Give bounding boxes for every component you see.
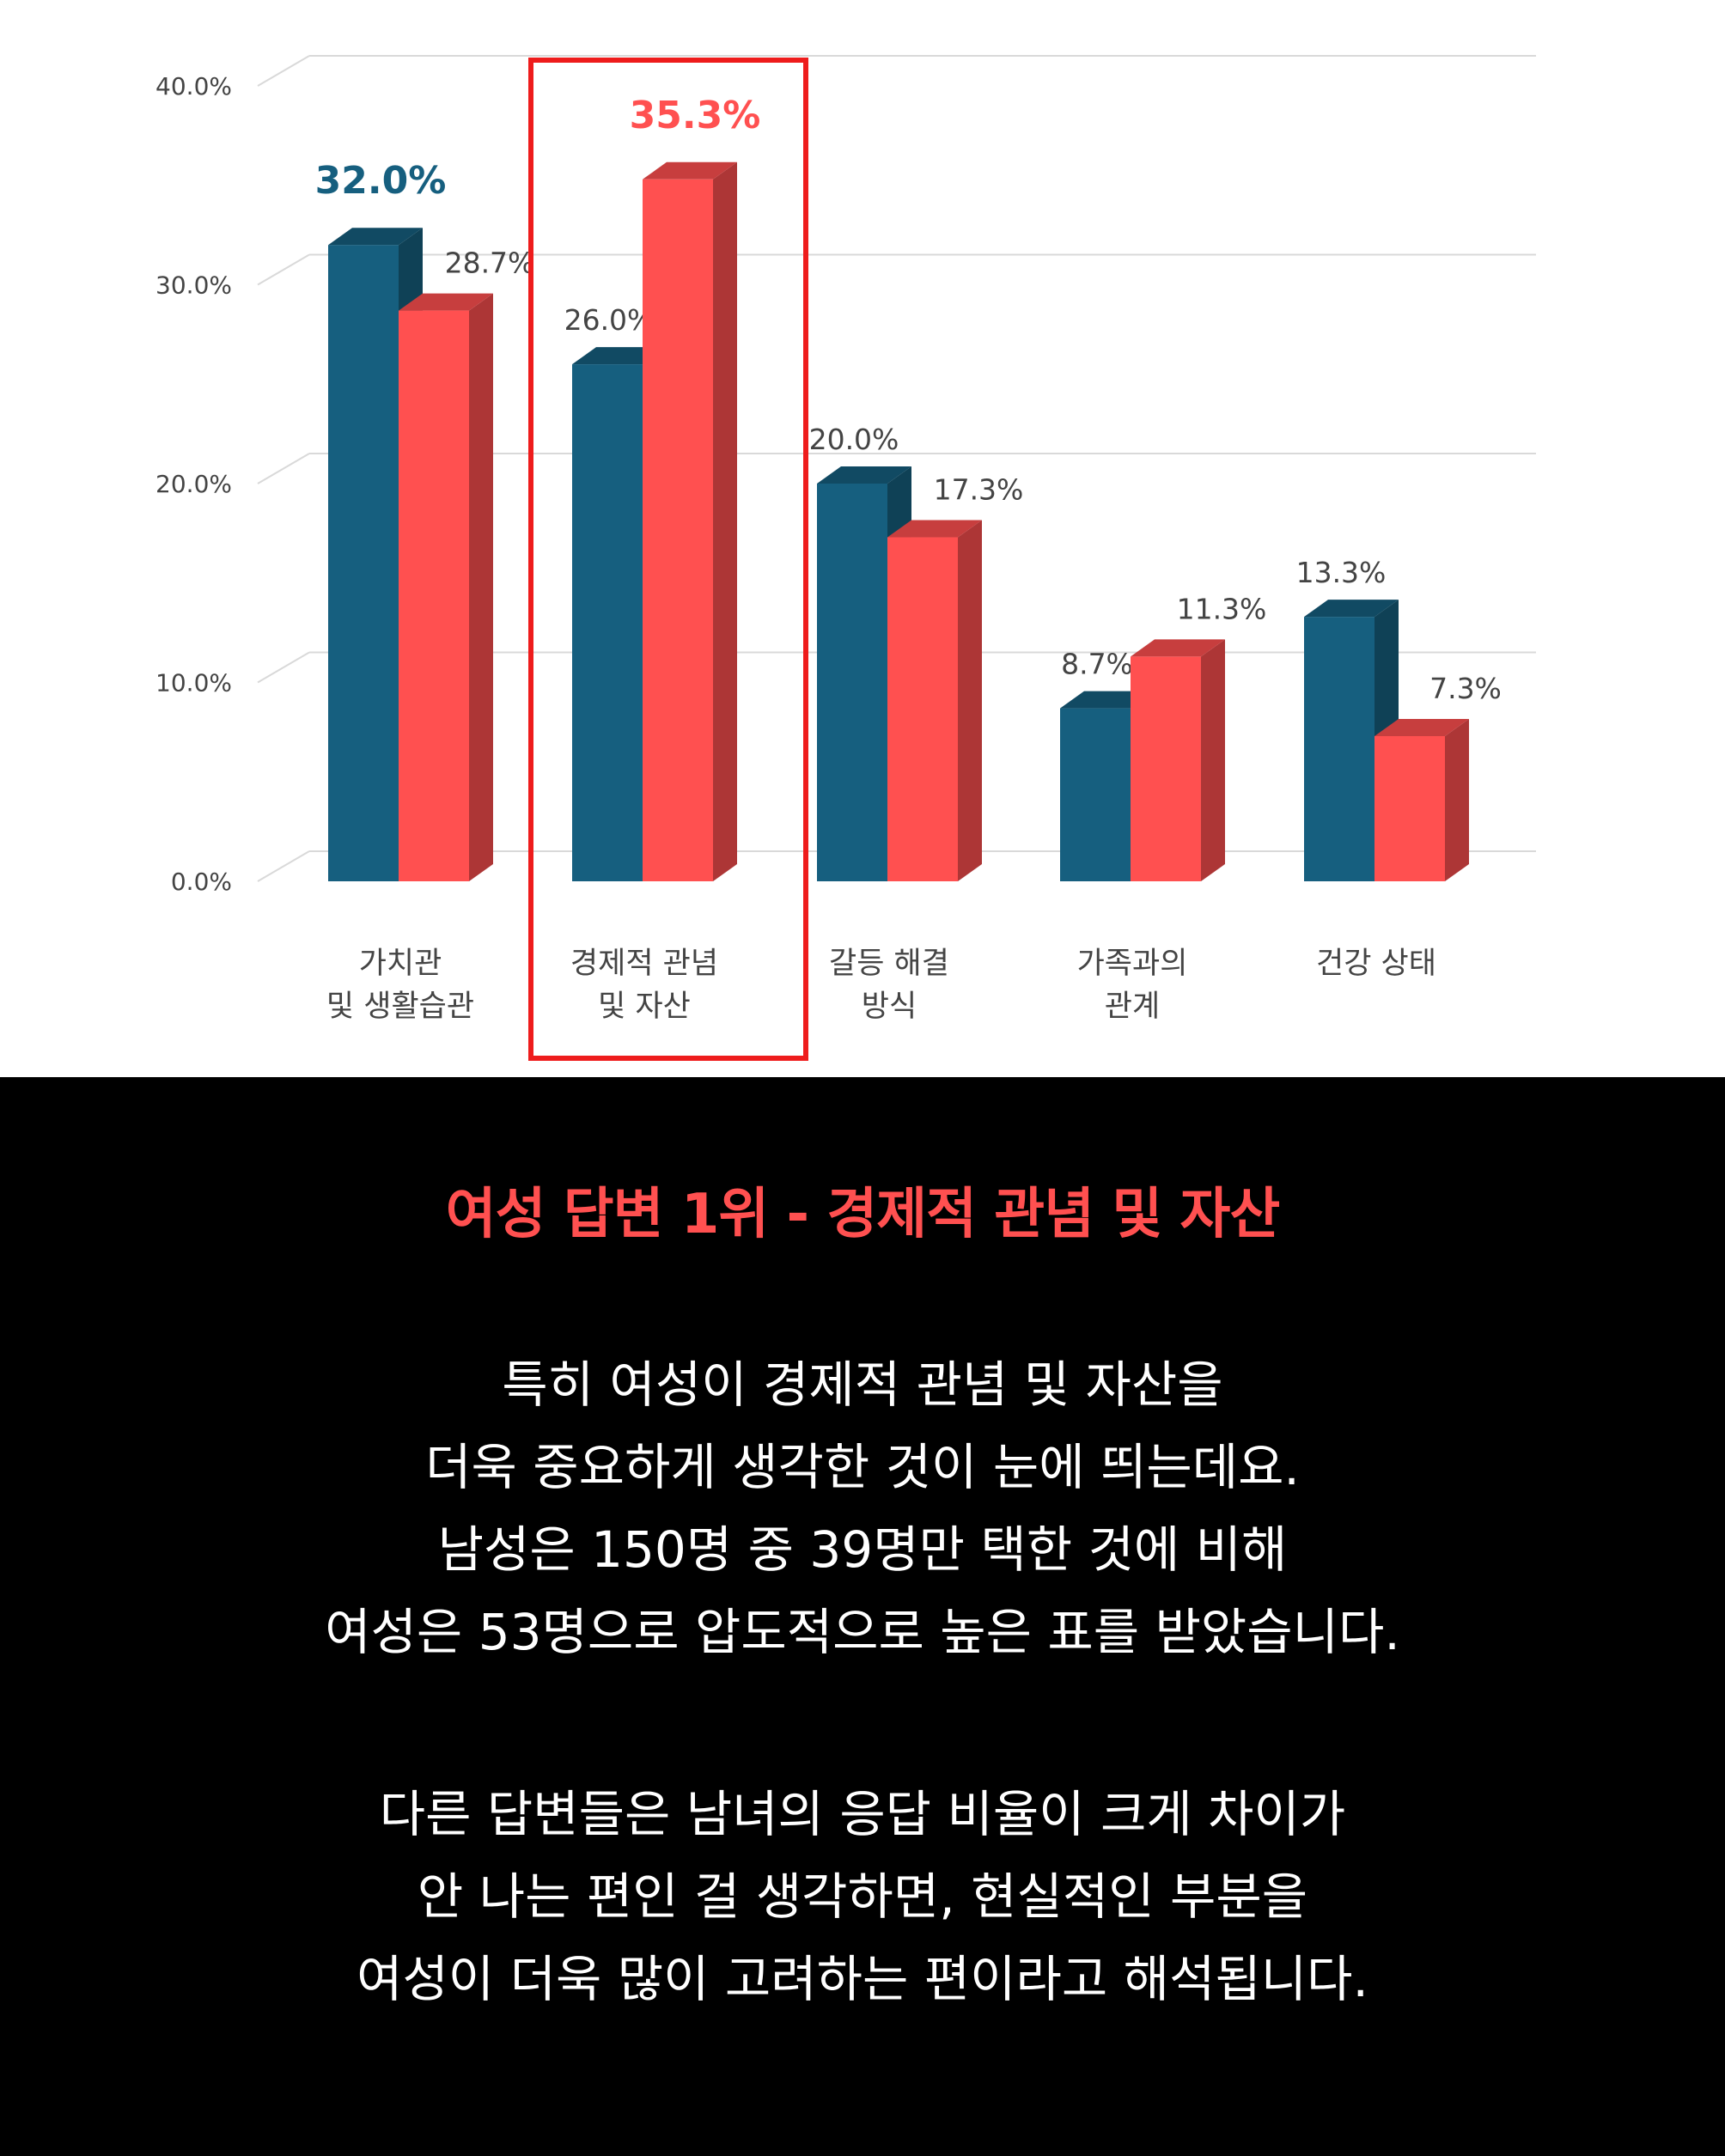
- gridline-wall: [257, 55, 310, 87]
- paragraph-line: 다른 답변들은 남녀의 응답 비율이 크게 차이가: [379, 1785, 1346, 1843]
- category-label: 건강 상태: [1316, 947, 1436, 981]
- bar: [1131, 656, 1201, 881]
- category-label: 가치관: [359, 947, 442, 981]
- y-tick-label: 0.0%: [171, 868, 232, 896]
- bar: [572, 364, 643, 882]
- bar: [887, 537, 958, 881]
- y-tick-label: 10.0%: [155, 669, 232, 697]
- bar-side: [713, 161, 737, 881]
- data-label: 17.3%: [934, 473, 1024, 507]
- data-label: 11.3%: [1177, 592, 1267, 625]
- category-label: 방식: [862, 990, 917, 1024]
- bar: [817, 484, 887, 881]
- data-label: 35.3%: [630, 94, 761, 137]
- bar: [1375, 736, 1445, 881]
- data-label: 8.7%: [1061, 648, 1133, 681]
- bar-top: [328, 228, 423, 246]
- gridline-wall: [257, 850, 310, 882]
- paragraph-2: 다른 답변들은 남녀의 응답 비율이 크게 차이가 안 나는 편인 걸 생각하면…: [0, 1773, 1725, 2020]
- data-label: 20.0%: [809, 423, 899, 456]
- bar-top: [399, 293, 493, 311]
- gridline-wall: [257, 253, 310, 286]
- paragraph-1: 특히 여성이 경제적 관념 및 자산을 더욱 중요하게 생각한 것이 눈에 띄는…: [0, 1343, 1725, 1673]
- bar: [1304, 617, 1375, 881]
- data-label: 7.3%: [1429, 672, 1502, 705]
- bar: [328, 245, 399, 881]
- data-label: 32.0%: [315, 159, 447, 203]
- bar-top: [643, 161, 737, 180]
- category-label: 가족과의: [1077, 947, 1188, 981]
- text-panel: 여성 답변 1위 - 경제적 관념 및 자산 특히 여성이 경제적 관념 및 자…: [0, 1077, 1725, 2156]
- paragraph-line: 특히 여성이 경제적 관념 및 자산을: [502, 1355, 1223, 1414]
- bar-side: [1445, 719, 1469, 881]
- paragraph-line: 여성이 더욱 많이 고려하는 편이라고 해석됩니다.: [357, 1950, 1368, 2008]
- gridline-wall: [257, 453, 310, 484]
- paragraph-line: 안 나는 편인 걸 생각하면, 현실적인 부분을: [417, 1867, 1308, 1926]
- bar: [399, 310, 469, 882]
- bar-top: [817, 466, 911, 484]
- data-label: 13.3%: [1296, 556, 1387, 589]
- bar: [643, 179, 713, 881]
- bar-top: [887, 520, 982, 538]
- headline: 여성 답변 1위 - 경제적 관념 및 자산: [445, 1183, 1281, 1246]
- bar-side: [469, 293, 493, 882]
- highlight-box: [528, 58, 808, 1061]
- bar-top: [1131, 639, 1225, 657]
- data-label: 28.7%: [445, 247, 535, 280]
- paragraph-line: 여성은 53명으로 압도적으로 높은 표를 받았습니다.: [325, 1603, 1400, 1661]
- gridline-wall: [257, 651, 310, 684]
- y-tick-label: 20.0%: [155, 470, 232, 498]
- y-tick-label: 40.0%: [155, 72, 232, 100]
- bar-side: [958, 520, 982, 881]
- bar-side: [1201, 639, 1225, 881]
- category-label: 갈등 해결: [829, 947, 949, 981]
- category-label: 및 생활습관: [326, 990, 474, 1024]
- category-label: 및 자산: [598, 990, 691, 1024]
- y-tick-label: 30.0%: [155, 271, 232, 300]
- bar: [1060, 708, 1131, 881]
- bar-top: [1375, 719, 1469, 737]
- category-label: 경제적 관념: [570, 947, 718, 981]
- bar-top: [1304, 600, 1399, 618]
- data-label: 26.0%: [564, 303, 655, 337]
- paragraph-line: 더욱 중요하게 생각한 것이 눈에 띄는데요.: [425, 1438, 1300, 1496]
- category-label: 관계: [1105, 990, 1160, 1024]
- paragraph-line: 남성은 150명 중 39명만 택한 것에 비해: [437, 1520, 1288, 1579]
